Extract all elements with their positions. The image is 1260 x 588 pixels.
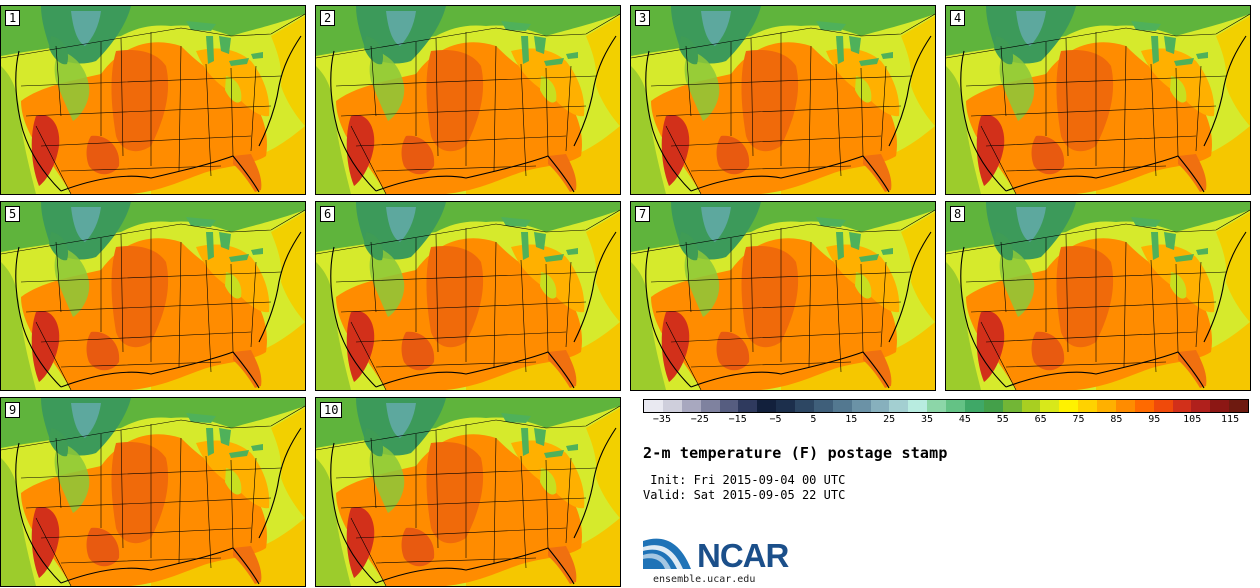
member-number-label: 6 [320,206,336,222]
colorbar-cell [681,400,701,412]
colorbar-cell [1210,400,1230,412]
colorbar-tick-label: 45 [958,414,971,425]
colorbar-cell [870,400,890,412]
plot-title: 2-m temperature (F) postage stamp [643,444,948,462]
colorbar-cell [795,400,814,412]
colorbar-tick-label: 55 [996,414,1009,425]
member-number-label: 5 [5,206,21,222]
colorbar-tick-label: 15 [845,414,858,425]
colorbar-cell [700,400,720,412]
colorbar-tick-label: 105 [1183,414,1202,425]
colorbar-cell [964,400,984,412]
colorbar-tick-label: 35 [921,414,934,425]
forecast-map-panel: 3 [630,5,936,195]
forecast-map-panel: 5 [0,201,306,391]
forecast-map-panel: 6 [315,201,621,391]
temperature-map [1,398,305,586]
temperature-map [316,6,620,194]
temperature-map [316,202,620,390]
forecast-map-panel: 7 [630,201,936,391]
colorbar-tick-label: 75 [1072,414,1085,425]
logo-wordmark: NCAR [697,537,789,574]
colorbar-cell [719,400,739,412]
colorbar-cell [1078,400,1097,412]
colorbar-cell [946,400,965,412]
colorbar-cell [1059,400,1079,412]
forecast-map-panel: 9 [0,397,306,587]
colorbar-tick-label: 115 [1221,414,1240,425]
colorbar-cell [983,400,1003,412]
colorbar-cell [851,400,871,412]
init-time-label: Init: Fri 2015-09-04 00 UTC [643,473,846,487]
colorbar-tick-label: 5 [810,414,817,425]
colorbar-cell [662,400,682,412]
forecast-map-panel: 10 [315,397,621,587]
colorbar-cell [908,400,928,412]
colorbar-cell [1040,400,1060,412]
colorbar-cell [1097,400,1116,412]
temperature-map [631,202,935,390]
colorbar-cell [927,400,946,412]
colorbar-tick-label: 95 [1148,414,1161,425]
colorbar-cell [1002,400,1022,412]
colorbar-tick-label: 85 [1110,414,1123,425]
member-number-label: 3 [635,10,651,26]
member-number-label: 4 [950,10,966,26]
colorbar-tick-label: −15 [728,414,747,425]
colorbar-tick-label: −25 [690,414,709,425]
colorbar-cell [1191,400,1211,412]
temperature-map [316,398,620,586]
valid-time-label: Valid: Sat 2015-09-05 22 UTC [643,488,846,502]
forecast-map-panel: 4 [945,5,1251,195]
colorbar-tick-label: −5 [769,414,782,425]
ncar-logo-icon [643,538,691,569]
colorbar-tick-label: 65 [1034,414,1047,425]
colorbar-cell [889,400,909,412]
temperature-map [1,202,305,390]
colorbar-cell [644,400,663,412]
colorbar-cell [1172,400,1192,412]
colorbar-cell [1134,400,1154,412]
forecast-map-panel: 2 [315,5,621,195]
colorbar-tick-label: 25 [883,414,896,425]
site-url-text: ensemble.ucar.edu [653,574,756,585]
colorbar-cell [1153,400,1173,412]
colorbar-cell [1115,400,1135,412]
temperature-colorbar [643,399,1249,413]
colorbar-cell [1229,400,1248,412]
member-number-label: 10 [320,402,343,418]
member-number-label: 8 [950,206,966,222]
colorbar-cell [1021,400,1041,412]
member-number-label: 2 [320,10,336,26]
member-number-label: 9 [5,402,21,418]
colorbar-cell [776,400,795,412]
temperature-map [1,6,305,194]
member-number-label: 7 [635,206,651,222]
temperature-map [946,6,1250,194]
temperature-map [631,6,935,194]
forecast-map-panel: 8 [945,201,1251,391]
colorbar-cell [738,400,758,412]
colorbar-tick-labels: −35 −25 −15 −5 5 15 25 35 45 55 65 75 85 95 105 115 [643,414,1249,430]
colorbar-cell [813,400,833,412]
temperature-map [946,202,1250,390]
colorbar-tick-label: −35 [652,414,671,425]
forecast-map-panel: 1 [0,5,306,195]
colorbar-cell [832,400,852,412]
member-number-label: 1 [5,10,21,26]
colorbar-cell [757,400,777,412]
